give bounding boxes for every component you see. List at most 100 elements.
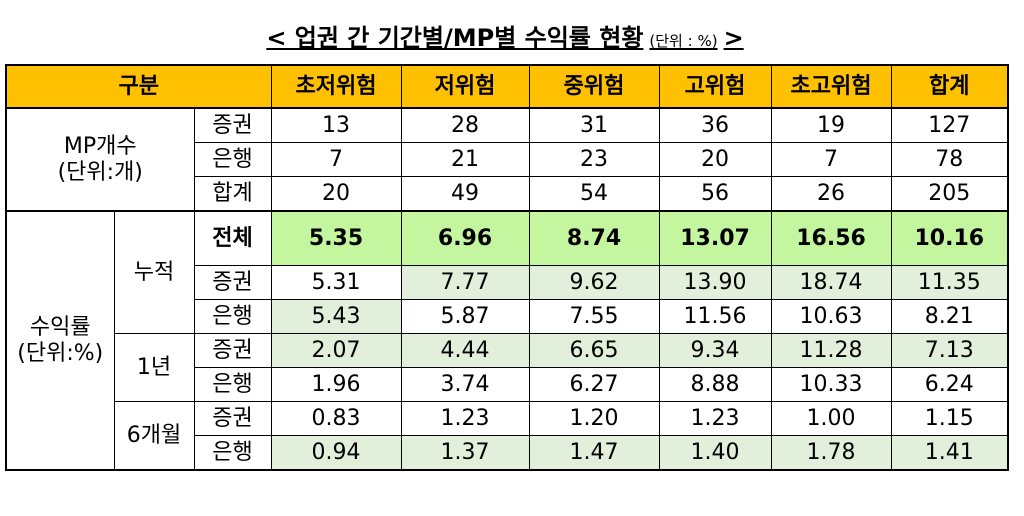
value-cell: 18.74 [770,265,892,300]
subgroup-label: 1년 [113,333,195,402]
value-cell: 28 [400,107,530,143]
row-label: 증권 [193,265,272,300]
value-cell: 16.56 [770,210,892,266]
value-cell: 20 [270,176,402,212]
group-label-text: MP개수 [63,133,137,159]
header-cell: 합계 [890,64,1009,109]
value-cell: 8.74 [528,210,660,266]
table-row: 은행 1.96 3.74 6.27 8.88 10.33 6.24 [6,367,1009,402]
value-cell: 1.20 [528,401,660,436]
value-cell: 205 [890,176,1009,212]
row-label: 은행 [193,435,272,471]
value-cell: 20 [658,142,772,177]
group-label: 수익률 (단위:%) [5,210,115,471]
group-unit: (단위:개) [57,159,143,185]
subgroup-label: 6개월 [113,401,195,471]
header-cell: 고위험 [658,64,772,109]
value-cell: 11.56 [658,299,772,334]
value-cell: 7.13 [890,333,1009,368]
row-label: 은행 [193,142,272,177]
returns-table: 구분 초저위험 저위험 중위험 고위험 초고위험 합계 MP개수 (단위:개) 증권 13 28 31 3… [5,64,1010,471]
table-row: 증권 5.31 7.77 9.62 13.90 18.74 11.35 [6,265,1009,300]
value-cell: 9.62 [528,265,660,300]
value-cell: 0.94 [270,435,402,471]
value-cell: 5.43 [270,299,402,334]
value-cell: 0.83 [270,401,402,436]
value-cell: 19 [770,107,892,143]
value-cell: 1.23 [658,401,772,436]
value-cell: 9.34 [658,333,772,368]
value-cell: 1.41 [890,435,1009,471]
group-label: MP개수 (단위:개) [5,107,195,212]
value-cell: 6.65 [528,333,660,368]
value-cell: 6.27 [528,367,660,402]
value-cell: 1.00 [770,401,892,436]
value-cell: 31 [528,107,660,143]
value-cell: 7.55 [528,299,660,334]
value-cell: 7 [770,142,892,177]
value-cell: 1.96 [270,367,402,402]
value-cell: 1.37 [400,435,530,471]
value-cell: 13.90 [658,265,772,300]
value-cell: 11.28 [770,333,892,368]
value-cell: 49 [400,176,530,212]
value-cell: 127 [890,107,1009,143]
row-label: 증권 [193,401,272,436]
value-cell: 5.31 [270,265,402,300]
value-cell: 1.78 [770,435,892,471]
title-end: > [723,24,744,52]
group-unit: (단위:%) [17,340,104,366]
table-row: 은행 7 21 23 20 7 78 [6,142,1009,177]
value-cell: 1.40 [658,435,772,471]
value-cell: 3.74 [400,367,530,402]
value-cell: 5.35 [270,210,402,266]
value-cell: 23 [528,142,660,177]
value-cell: 10.33 [770,367,892,402]
table-row: 6개월 증권 0.83 1.23 1.20 1.23 1.00 1.15 [6,401,1009,471]
value-cell: 26 [770,176,892,212]
table-row: 구분 초저위험 저위험 중위험 고위험 초고위험 합계 [5,64,1009,109]
value-cell: 78 [890,142,1009,177]
row-label: 은행 [193,367,272,402]
row-label: 합계 [193,176,272,212]
row-label: 은행 [193,299,272,334]
value-cell: 36 [658,107,772,143]
value-cell: 6.96 [400,210,530,266]
header-cell: 중위험 [528,64,660,109]
value-cell: 1.23 [400,401,530,436]
value-cell: 54 [528,176,660,212]
table-row: 수익률 (단위:%) 누적 전체 5.35 6.96 8.74 13.07 16.56 10.16 [5,210,1009,471]
table-row: 은행 0.94 1.37 1.47 1.40 1.78 1.41 [6,435,1009,471]
value-cell: 1.15 [890,401,1009,436]
value-cell: 2.07 [270,333,402,368]
row-label: 증권 [193,333,272,368]
value-cell: 13.07 [658,210,772,266]
row-label: 증권 [193,107,272,143]
value-cell: 13 [270,107,402,143]
value-cell: 10.16 [890,210,1009,266]
header-cell: 저위험 [400,64,530,109]
value-cell: 21 [400,142,530,177]
value-cell: 7.77 [400,265,530,300]
header-cell: 초고위험 [770,64,892,109]
subgroup-label: 누적 [113,210,195,334]
value-cell: 10.63 [770,299,892,334]
value-cell: 6.24 [890,367,1009,402]
table-row: 1년 증권 2.07 4.44 6.65 9.34 11.28 7.13 [6,333,1009,402]
value-cell: 5.87 [400,299,530,334]
title: < 업권 간 기간별/MP별 수익률 현황 (단위 : %) > [0,18,1010,53]
value-cell: 56 [658,176,772,212]
value-cell: 11.35 [890,265,1009,300]
value-cell: 8.21 [890,299,1009,334]
table-row: MP개수 (단위:개) 증권 13 28 31 36 19 127 [5,107,1009,212]
value-cell: 7 [270,142,402,177]
value-cell: 4.44 [400,333,530,368]
header-cell: 구분 [5,64,272,109]
group-label-text: 수익률 [29,314,91,340]
title-text: < 업권 간 기간별/MP별 수익률 현황 [266,24,644,52]
value-cell: 1.47 [528,435,660,471]
value-cell: 8.88 [658,367,772,402]
table-row: 합계 20 49 54 56 26 205 [6,176,1009,212]
title-unit: (단위 : %) [649,32,718,50]
